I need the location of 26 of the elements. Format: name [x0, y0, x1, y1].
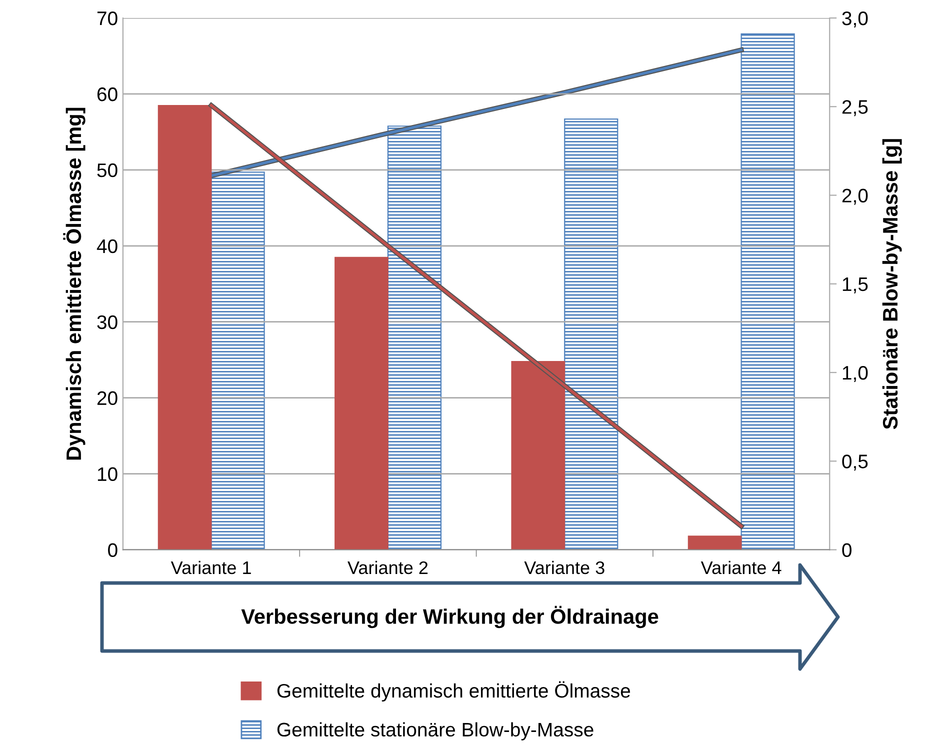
y2-tick-label: 0,5 — [842, 454, 868, 471]
legend-label: Gemittelte stationäre Blow-by-Masse — [277, 722, 594, 740]
bar — [688, 536, 742, 550]
x-tick-label: Variante 3 — [524, 560, 604, 574]
y-tick-label: 30 — [97, 315, 118, 330]
bar — [564, 118, 618, 550]
y-tick-label: 0 — [108, 543, 118, 557]
y2-tick-label: 2,0 — [842, 188, 868, 205]
y-tick-label: 50 — [97, 163, 118, 178]
y-tick-label: 40 — [96, 239, 118, 254]
text: Verbesserung der Wirkung der Öldrainage — [241, 606, 658, 628]
x-tick-label: Variante 4 — [700, 560, 782, 574]
y-tick-label: 10 — [98, 467, 118, 482]
y-tick-label: 60 — [97, 87, 118, 102]
y-tick-label: 70 — [97, 11, 118, 26]
y-axis-title: Dynamisch emittierte Ölmasse [mg] — [63, 108, 86, 460]
y2-axis-title: Stationäre Blow-by-Masse [g] — [882, 139, 902, 430]
y2-tick-label: 1,5 — [842, 278, 868, 294]
y2-tick-label: 0 — [842, 543, 852, 557]
legend-label: Gemittelte dynamisch emittierte Ölmasse — [277, 681, 630, 702]
y2-tick-label: 2,5 — [842, 100, 868, 116]
x-tick-label: Variante 1 — [170, 560, 251, 574]
y-tick-label: 20 — [97, 391, 118, 406]
y2-tick-label: 1,0 — [842, 366, 868, 382]
x-tick-label: Variante 2 — [348, 560, 428, 574]
y2-tick-label: 3,0 — [842, 11, 868, 28]
